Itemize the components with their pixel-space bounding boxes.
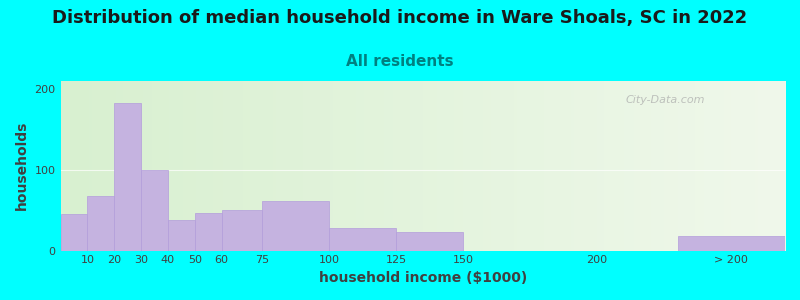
Bar	[168, 220, 194, 250]
Bar	[262, 200, 329, 250]
Bar	[678, 236, 785, 250]
Bar	[396, 232, 463, 250]
Bar	[114, 103, 141, 250]
Bar	[329, 228, 396, 250]
Text: All residents: All residents	[346, 54, 454, 69]
Text: City-Data.com: City-Data.com	[626, 94, 705, 105]
Bar	[222, 210, 262, 250]
Bar	[87, 196, 114, 250]
Text: Distribution of median household income in Ware Shoals, SC in 2022: Distribution of median household income …	[52, 9, 748, 27]
Bar	[61, 214, 87, 250]
Y-axis label: households: households	[15, 121, 29, 211]
Bar	[194, 213, 222, 250]
Bar	[141, 170, 168, 250]
X-axis label: household income ($1000): household income ($1000)	[318, 271, 527, 285]
